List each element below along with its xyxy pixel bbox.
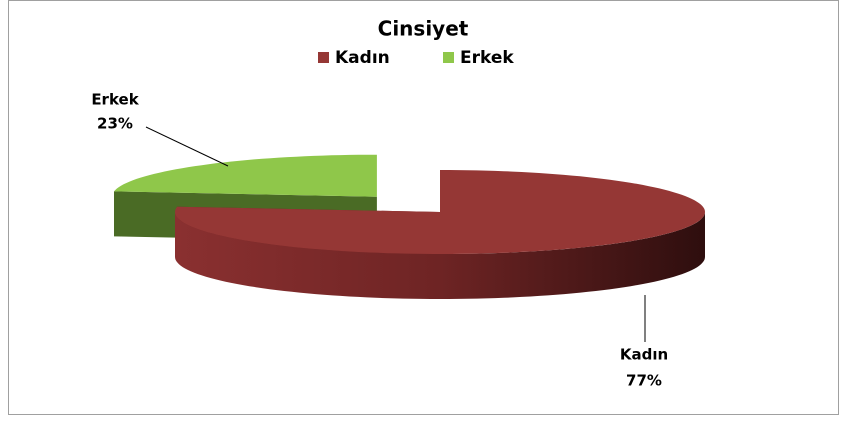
data-label-value: 23% xyxy=(97,115,133,133)
legend-swatch xyxy=(318,52,329,63)
leader-line xyxy=(145,126,229,167)
slice-top xyxy=(175,170,705,254)
pie-slice xyxy=(175,170,705,299)
chart-title: Cinsiyet xyxy=(378,17,469,41)
data-label-name: Erkek xyxy=(91,91,139,109)
data-label-name: Kadın xyxy=(620,346,668,364)
slice-top xyxy=(114,154,377,197)
data-label-value: 77% xyxy=(626,372,662,390)
legend-label: Kadın xyxy=(335,48,390,68)
slice-side xyxy=(175,212,705,299)
legend-label: Erkek xyxy=(460,48,514,68)
legend-swatch xyxy=(443,52,454,63)
